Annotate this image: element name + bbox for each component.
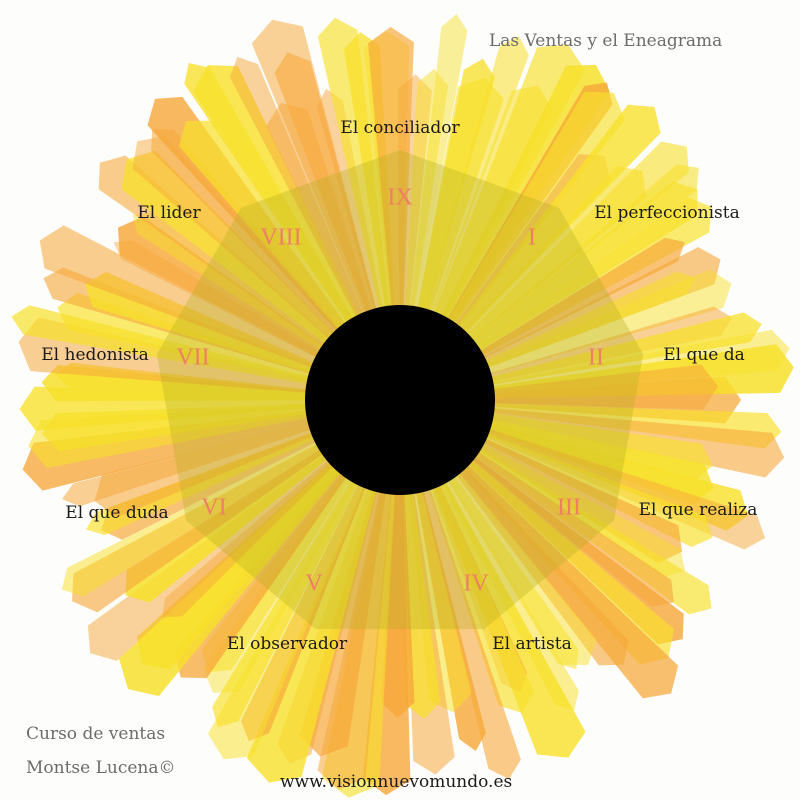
numeral-8: VIII xyxy=(260,224,302,251)
numeral-7: VII xyxy=(176,344,210,371)
numeral-1: I xyxy=(528,224,536,251)
label-type-6: El que duda xyxy=(65,503,169,523)
watercolor-ray xyxy=(400,13,468,400)
numeral-6: VI xyxy=(201,494,227,521)
watercolor-ray xyxy=(400,104,661,400)
watercolor-rays xyxy=(11,13,794,798)
numeral-4: IV xyxy=(463,570,489,597)
watercolor-ray xyxy=(400,400,586,758)
label-type-7: El hedonista xyxy=(41,345,149,365)
course-credit: Curso de ventas xyxy=(26,724,166,744)
page-title: Las Ventas y el Eneagrama xyxy=(489,31,723,51)
watercolor-ray xyxy=(400,329,790,400)
label-type-9: El conciliador xyxy=(340,118,460,138)
watercolor-ray xyxy=(72,400,400,613)
label-type-8: El lider xyxy=(137,203,201,223)
watercolor-ray xyxy=(251,19,400,401)
watercolor-ray xyxy=(229,56,400,400)
label-type-4: El artista xyxy=(492,634,572,654)
watercolor-ray xyxy=(22,400,400,491)
numeral-3: III xyxy=(557,494,581,521)
watercolor-ray xyxy=(400,35,529,401)
label-type-1: El perfeccionista xyxy=(594,203,740,223)
numeral-2: II xyxy=(588,344,604,371)
label-type-5: El observador xyxy=(226,634,348,654)
label-type-2: El que da xyxy=(663,345,745,365)
watercolor-ray xyxy=(317,17,400,401)
watercolor-ray xyxy=(87,400,400,661)
website-link[interactable]: www.visionnuevomundo.es xyxy=(280,772,513,792)
watercolor-ray xyxy=(39,225,400,400)
numeral-9: IX xyxy=(387,184,413,211)
watercolor-ray xyxy=(400,400,521,780)
center-circle xyxy=(305,305,495,495)
watercolor-ray xyxy=(400,141,689,401)
label-type-3: El que realiza xyxy=(638,500,758,520)
numeral-5: V xyxy=(305,570,323,597)
watercolor-ray xyxy=(193,65,400,401)
watercolor-ray xyxy=(61,400,400,597)
author-credit: Montse Lucena© xyxy=(26,758,176,778)
